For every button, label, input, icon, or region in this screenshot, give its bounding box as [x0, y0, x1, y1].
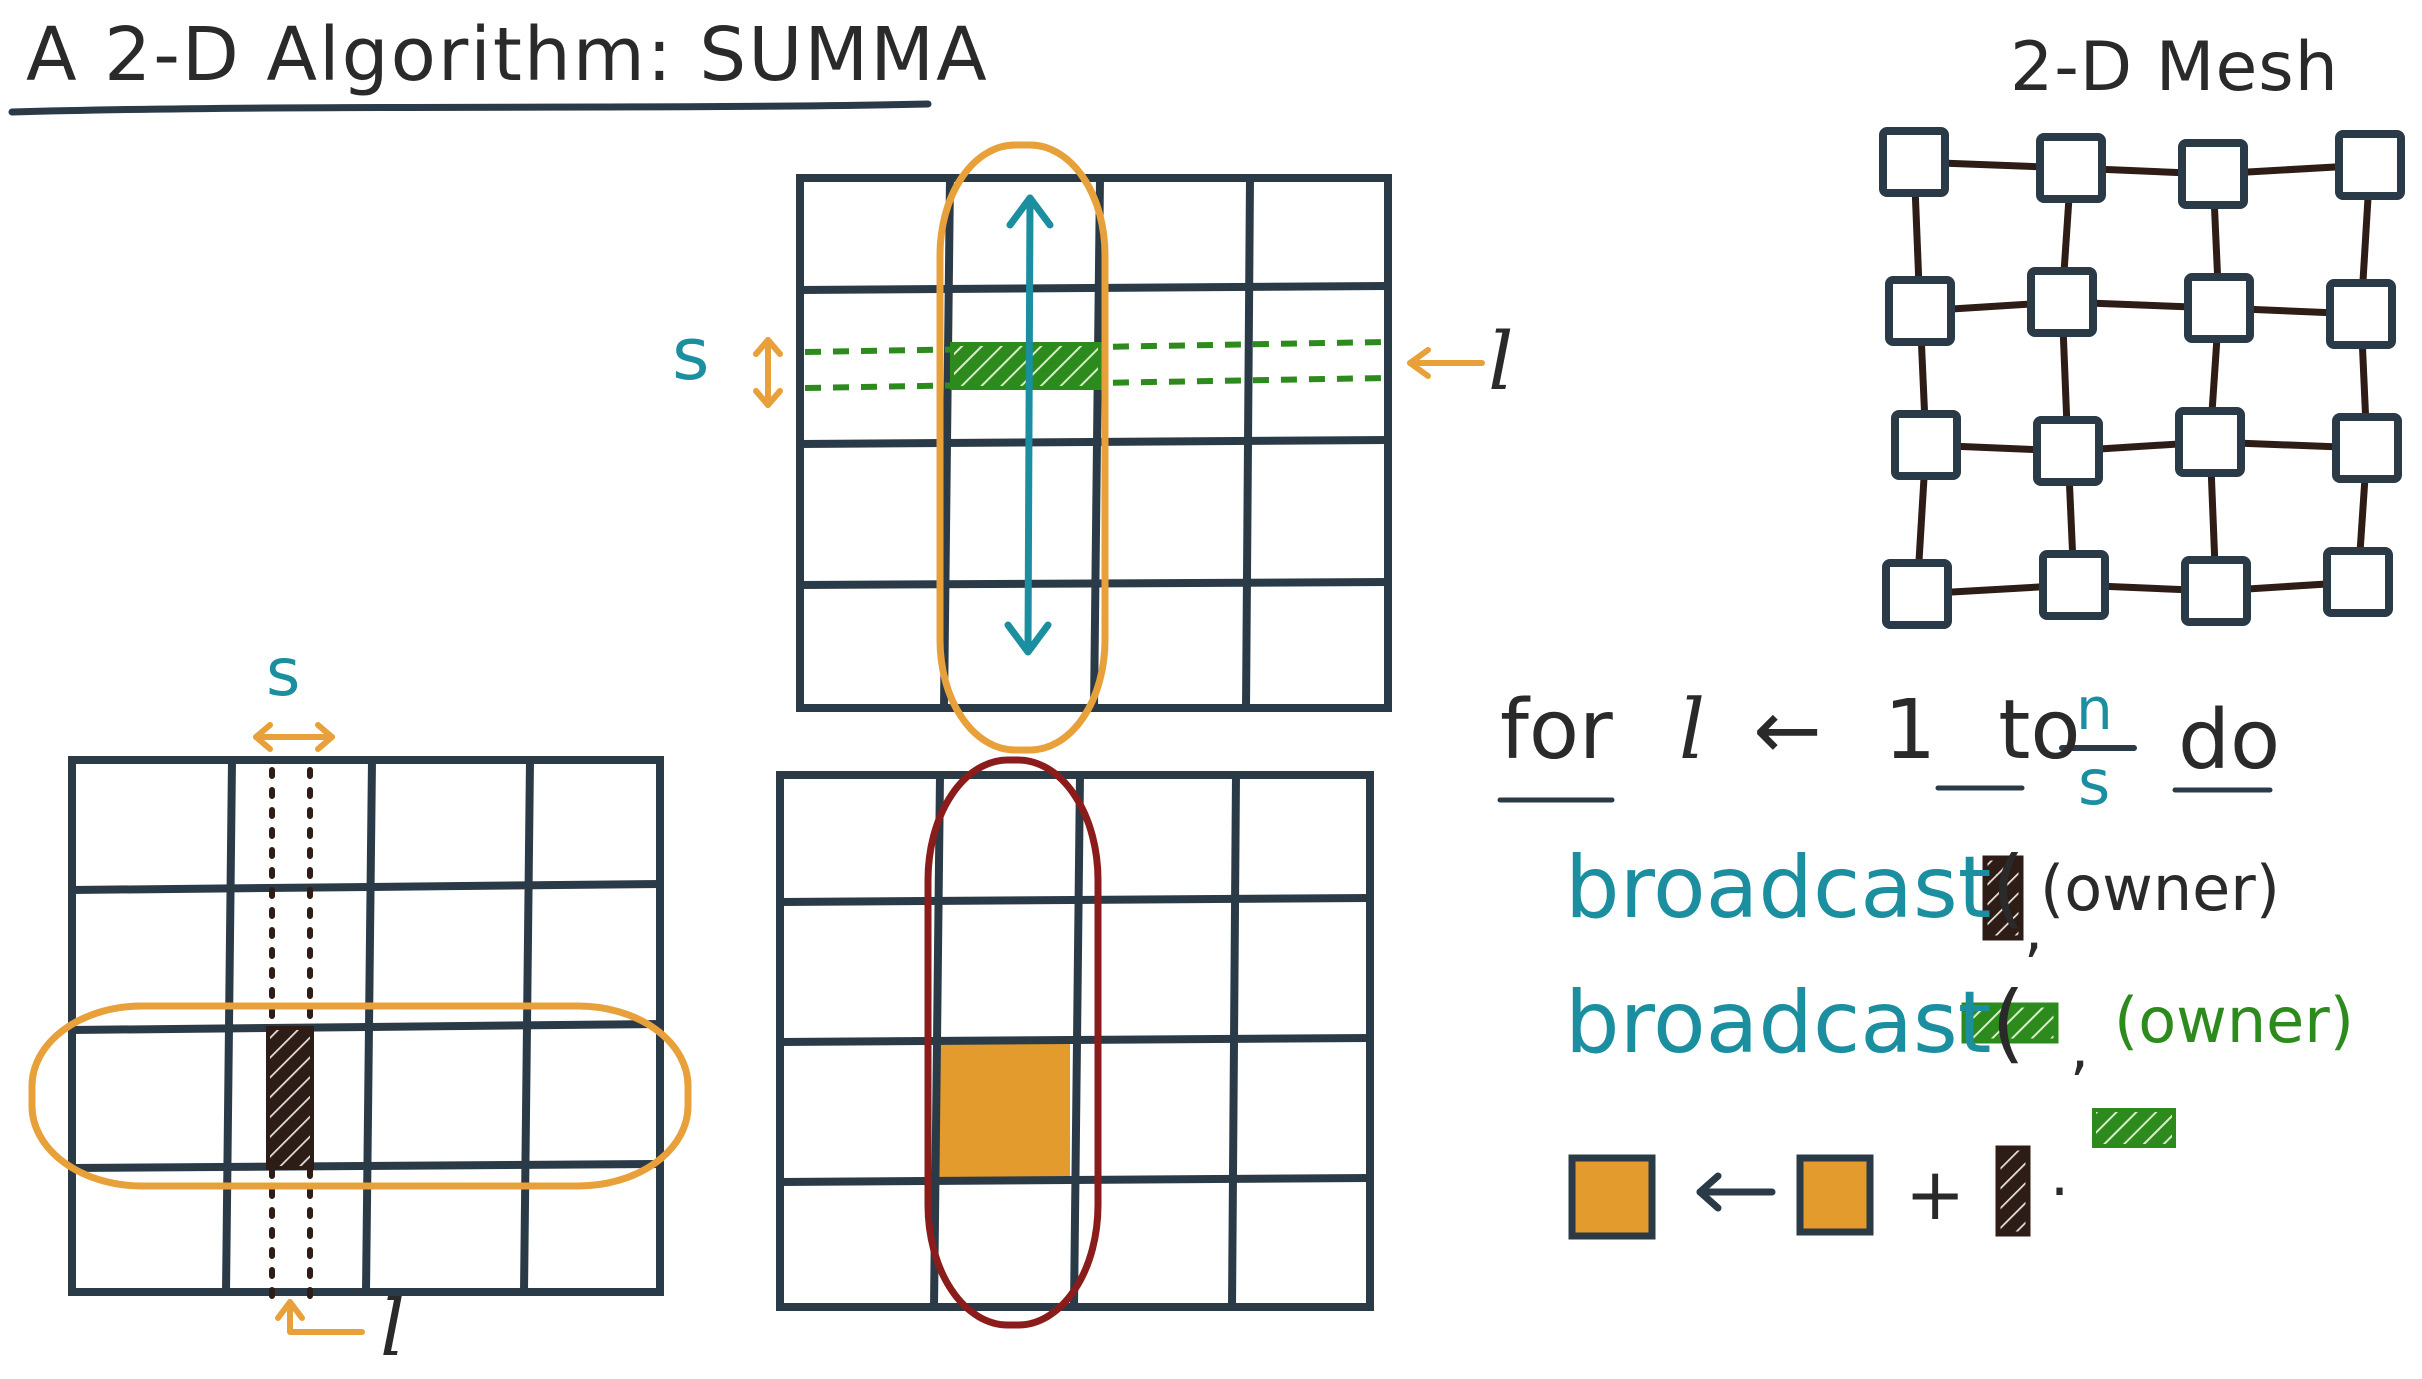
fraction-denominator: s	[2078, 746, 2111, 819]
mesh-node	[2178, 139, 2248, 209]
for-keyword: for	[1500, 683, 1613, 778]
matrix-b	[796, 174, 1392, 712]
l-pointer-arrow-top	[1407, 347, 1485, 379]
mesh-node	[2039, 550, 2109, 620]
update-orange-block-right	[1796, 1154, 1874, 1236]
loop-variable: l	[1678, 683, 1706, 778]
broadcast-a-comma: ,	[2024, 895, 2044, 965]
mesh-node	[2027, 267, 2097, 337]
broadcast-a-fn: broadcast	[1565, 838, 1992, 938]
algo-for-line: for l ← 1 to	[1500, 690, 2081, 772]
assign-arrow: ←	[1753, 683, 1822, 778]
mesh-node	[2323, 547, 2393, 617]
update-brown-block	[1995, 1145, 2031, 1237]
mesh-node	[2036, 133, 2106, 203]
s-width-arrow	[253, 722, 335, 752]
mesh-title: 2-D Mesh	[2010, 28, 2339, 107]
page-title: A 2-D Algorithm: SUMMA	[26, 12, 989, 98]
matrix-c	[776, 756, 1374, 1329]
broadcast-b-line: broadcast(	[1565, 973, 2026, 1073]
mesh-node	[2335, 130, 2405, 200]
l-pointer-arrow-bottom	[275, 1299, 365, 1335]
label-s-top: s	[672, 312, 710, 396]
mesh-node	[2184, 273, 2254, 343]
broadcast-a-owner: (owner)	[2040, 852, 2280, 925]
update-dot: ·	[2050, 1157, 2070, 1227]
broadcast-b-owner: (owner)	[2114, 984, 2354, 1057]
bc2-green-block	[1961, 1002, 2059, 1044]
broadcast-b-comma: ,	[2070, 1013, 2090, 1083]
mesh-node	[1879, 127, 1949, 197]
broadcast-b-fn: broadcast	[1565, 973, 1992, 1073]
update-orange-block-left	[1568, 1154, 1656, 1240]
broadcast-a-line: broadcast(	[1565, 838, 2026, 938]
update-arrow-head	[1696, 1172, 1722, 1212]
to-keyword: to	[1998, 683, 2081, 778]
mesh-node	[1882, 559, 1952, 629]
mesh-node	[2332, 413, 2402, 483]
label-s-left: s	[266, 634, 301, 711]
title-underline	[8, 100, 932, 116]
fraction-numerator: n	[2076, 675, 2113, 743]
mesh-node	[2326, 279, 2396, 349]
vertical-broadcast-arrow	[1004, 194, 1054, 656]
mesh-node	[1891, 410, 1961, 480]
result-column-ellipse	[924, 756, 1102, 1329]
loop-start: 1	[1883, 683, 1937, 778]
result-orange-block	[938, 1040, 1070, 1182]
label-l-top: l	[1488, 315, 1514, 408]
update-plus: +	[1905, 1152, 1966, 1236]
label-l-left: l	[380, 1284, 405, 1374]
update-green-block	[2092, 1108, 2176, 1148]
mesh-node	[2033, 416, 2103, 486]
row-highlight-ellipse	[28, 1002, 692, 1190]
mesh-node	[1885, 276, 1955, 346]
mesh-node	[2181, 556, 2251, 626]
bc1-brown-block	[1982, 855, 2024, 941]
brown-hatched-block	[266, 1026, 314, 1170]
mesh-network	[1879, 127, 2405, 629]
matrix-a	[68, 756, 664, 1296]
column-highlight-ellipse	[936, 141, 1109, 754]
do-keyword: do	[2178, 693, 2281, 788]
s-height-arrow	[753, 337, 783, 408]
mesh-node	[2175, 407, 2245, 477]
